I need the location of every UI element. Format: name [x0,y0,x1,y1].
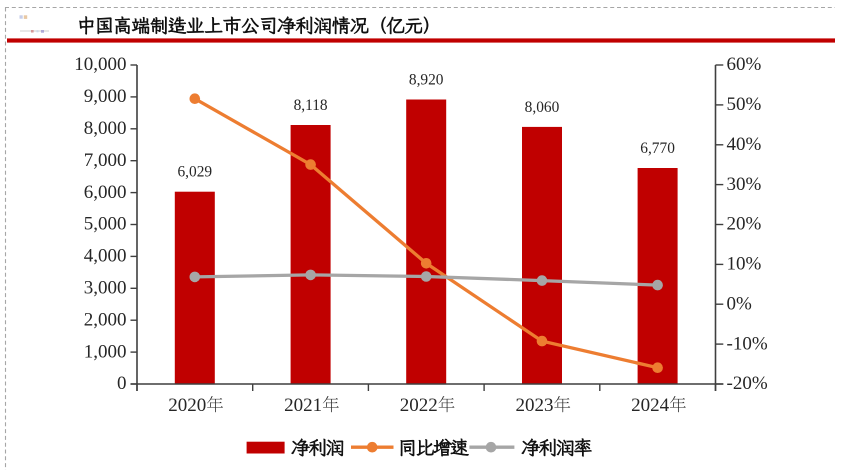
svg-text:2022: 2022 [400,395,438,416]
svg-text:9,000: 9,000 [84,86,127,107]
svg-text:-10%: -10% [727,333,768,354]
svg-text:40%: 40% [727,134,762,155]
svg-text:8,060: 8,060 [525,99,560,116]
svg-text:5,000: 5,000 [84,214,127,235]
svg-text:10,000: 10,000 [74,54,126,75]
svg-text:30%: 30% [727,174,762,195]
svg-text:-20%: -20% [727,373,768,394]
svg-text:2,000: 2,000 [84,309,127,330]
svg-text:2021: 2021 [284,395,322,416]
svg-text:10%: 10% [727,254,762,275]
svg-text:3,000: 3,000 [84,278,127,299]
svg-text:20%: 20% [727,214,762,235]
svg-text:6,029: 6,029 [177,164,212,181]
svg-text:2020: 2020 [168,395,206,416]
svg-text:8,920: 8,920 [409,72,444,89]
svg-text:1,000: 1,000 [84,341,127,362]
svg-text:8,000: 8,000 [84,118,127,139]
svg-text:50%: 50% [727,94,762,115]
svg-text:6,770: 6,770 [640,140,675,157]
svg-text:8,118: 8,118 [294,97,328,114]
svg-text:7,000: 7,000 [84,150,127,171]
svg-text:4,000: 4,000 [84,246,127,267]
svg-text:2024: 2024 [631,395,670,416]
svg-text:0%: 0% [727,293,753,314]
svg-text:0: 0 [117,373,127,394]
svg-text:2023: 2023 [516,395,554,416]
svg-text:60%: 60% [727,54,762,75]
svg-text:6,000: 6,000 [84,182,127,203]
